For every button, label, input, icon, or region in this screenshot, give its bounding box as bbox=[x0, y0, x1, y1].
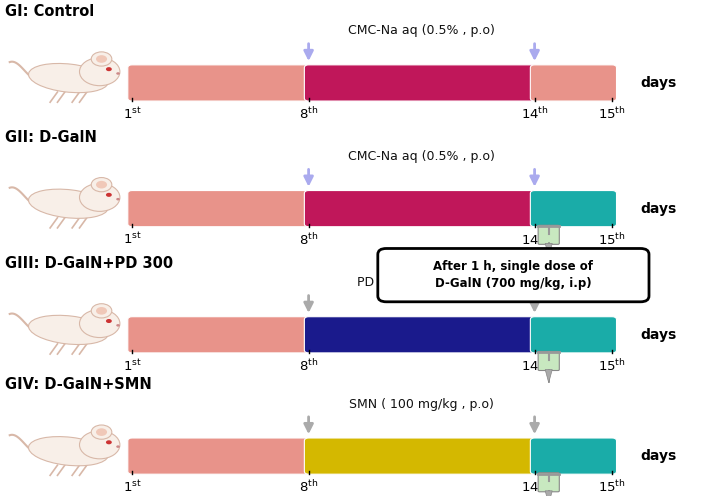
Text: After 1 h, single dose of
D-GalN (700 mg/kg, i.p): After 1 h, single dose of D-GalN (700 mg… bbox=[433, 260, 593, 290]
Circle shape bbox=[116, 324, 120, 326]
FancyBboxPatch shape bbox=[538, 352, 559, 370]
FancyBboxPatch shape bbox=[530, 65, 617, 101]
Ellipse shape bbox=[28, 316, 108, 344]
Circle shape bbox=[116, 72, 120, 75]
Text: $14^{\mathrm{th}}$: $14^{\mathrm{th}}$ bbox=[520, 106, 549, 122]
Circle shape bbox=[96, 181, 107, 188]
Polygon shape bbox=[545, 244, 552, 256]
Text: $8^{\mathrm{th}}$: $8^{\mathrm{th}}$ bbox=[299, 232, 318, 248]
Circle shape bbox=[96, 307, 107, 314]
FancyBboxPatch shape bbox=[538, 226, 559, 244]
FancyBboxPatch shape bbox=[128, 190, 313, 226]
Text: days: days bbox=[640, 76, 677, 90]
Circle shape bbox=[96, 55, 107, 63]
Circle shape bbox=[79, 431, 120, 459]
Ellipse shape bbox=[28, 64, 108, 92]
Circle shape bbox=[91, 178, 112, 192]
Text: CMC-Na aq (0.5% , p.o): CMC-Na aq (0.5% , p.o) bbox=[348, 150, 495, 163]
Text: GIII: D-GalN+PD 300: GIII: D-GalN+PD 300 bbox=[5, 256, 173, 270]
Text: PD (300 mg/kg , p.o): PD (300 mg/kg , p.o) bbox=[357, 276, 486, 289]
Text: $1^{\mathrm{st}}$: $1^{\mathrm{st}}$ bbox=[123, 479, 142, 494]
Text: GI: Control: GI: Control bbox=[5, 4, 94, 19]
Circle shape bbox=[106, 67, 112, 71]
Circle shape bbox=[79, 310, 120, 338]
FancyBboxPatch shape bbox=[304, 190, 539, 226]
Text: $15^{\mathrm{th}}$: $15^{\mathrm{th}}$ bbox=[598, 106, 626, 122]
Circle shape bbox=[96, 428, 107, 436]
Text: $14^{\mathrm{th}}$: $14^{\mathrm{th}}$ bbox=[520, 232, 549, 248]
Circle shape bbox=[106, 319, 112, 323]
FancyBboxPatch shape bbox=[128, 438, 313, 474]
Text: $8^{\mathrm{th}}$: $8^{\mathrm{th}}$ bbox=[299, 479, 318, 495]
Polygon shape bbox=[545, 491, 552, 500]
Text: $15^{\mathrm{th}}$: $15^{\mathrm{th}}$ bbox=[598, 358, 626, 374]
Circle shape bbox=[79, 184, 120, 212]
FancyBboxPatch shape bbox=[538, 472, 559, 492]
Circle shape bbox=[106, 440, 112, 444]
Text: SMN ( 100 mg/kg , p.o): SMN ( 100 mg/kg , p.o) bbox=[349, 398, 494, 410]
FancyBboxPatch shape bbox=[304, 65, 539, 101]
Ellipse shape bbox=[28, 189, 108, 218]
Text: days: days bbox=[640, 449, 677, 463]
Circle shape bbox=[91, 52, 112, 66]
Text: $1^{\mathrm{st}}$: $1^{\mathrm{st}}$ bbox=[123, 106, 142, 122]
Circle shape bbox=[91, 425, 112, 439]
Text: CMC-Na aq (0.5% , p.o): CMC-Na aq (0.5% , p.o) bbox=[348, 24, 495, 38]
Circle shape bbox=[106, 193, 112, 197]
FancyBboxPatch shape bbox=[128, 316, 313, 353]
Text: GIV: D-GalN+SMN: GIV: D-GalN+SMN bbox=[5, 377, 152, 392]
Text: $14^{\mathrm{th}}$: $14^{\mathrm{th}}$ bbox=[520, 358, 549, 374]
Text: $1^{\mathrm{st}}$: $1^{\mathrm{st}}$ bbox=[123, 232, 142, 247]
Text: $15^{\mathrm{th}}$: $15^{\mathrm{th}}$ bbox=[598, 232, 626, 248]
Text: GII: D-GalN: GII: D-GalN bbox=[5, 130, 97, 144]
Polygon shape bbox=[545, 370, 552, 382]
Circle shape bbox=[79, 58, 120, 86]
FancyBboxPatch shape bbox=[530, 190, 617, 226]
FancyBboxPatch shape bbox=[304, 316, 539, 353]
Ellipse shape bbox=[28, 436, 108, 466]
Circle shape bbox=[116, 446, 120, 448]
FancyBboxPatch shape bbox=[378, 248, 649, 302]
Text: $1^{\mathrm{st}}$: $1^{\mathrm{st}}$ bbox=[123, 358, 142, 374]
Text: days: days bbox=[640, 328, 677, 342]
FancyBboxPatch shape bbox=[128, 65, 313, 101]
FancyBboxPatch shape bbox=[530, 438, 617, 474]
Text: $8^{\mathrm{th}}$: $8^{\mathrm{th}}$ bbox=[299, 358, 318, 374]
FancyBboxPatch shape bbox=[304, 438, 539, 474]
Text: $15^{\mathrm{th}}$: $15^{\mathrm{th}}$ bbox=[598, 479, 626, 495]
Text: days: days bbox=[640, 202, 677, 215]
Text: $8^{\mathrm{th}}$: $8^{\mathrm{th}}$ bbox=[299, 106, 318, 122]
Text: $14^{\mathrm{th}}$: $14^{\mathrm{th}}$ bbox=[520, 479, 549, 495]
Circle shape bbox=[116, 198, 120, 200]
Circle shape bbox=[91, 304, 112, 318]
FancyBboxPatch shape bbox=[530, 316, 617, 353]
